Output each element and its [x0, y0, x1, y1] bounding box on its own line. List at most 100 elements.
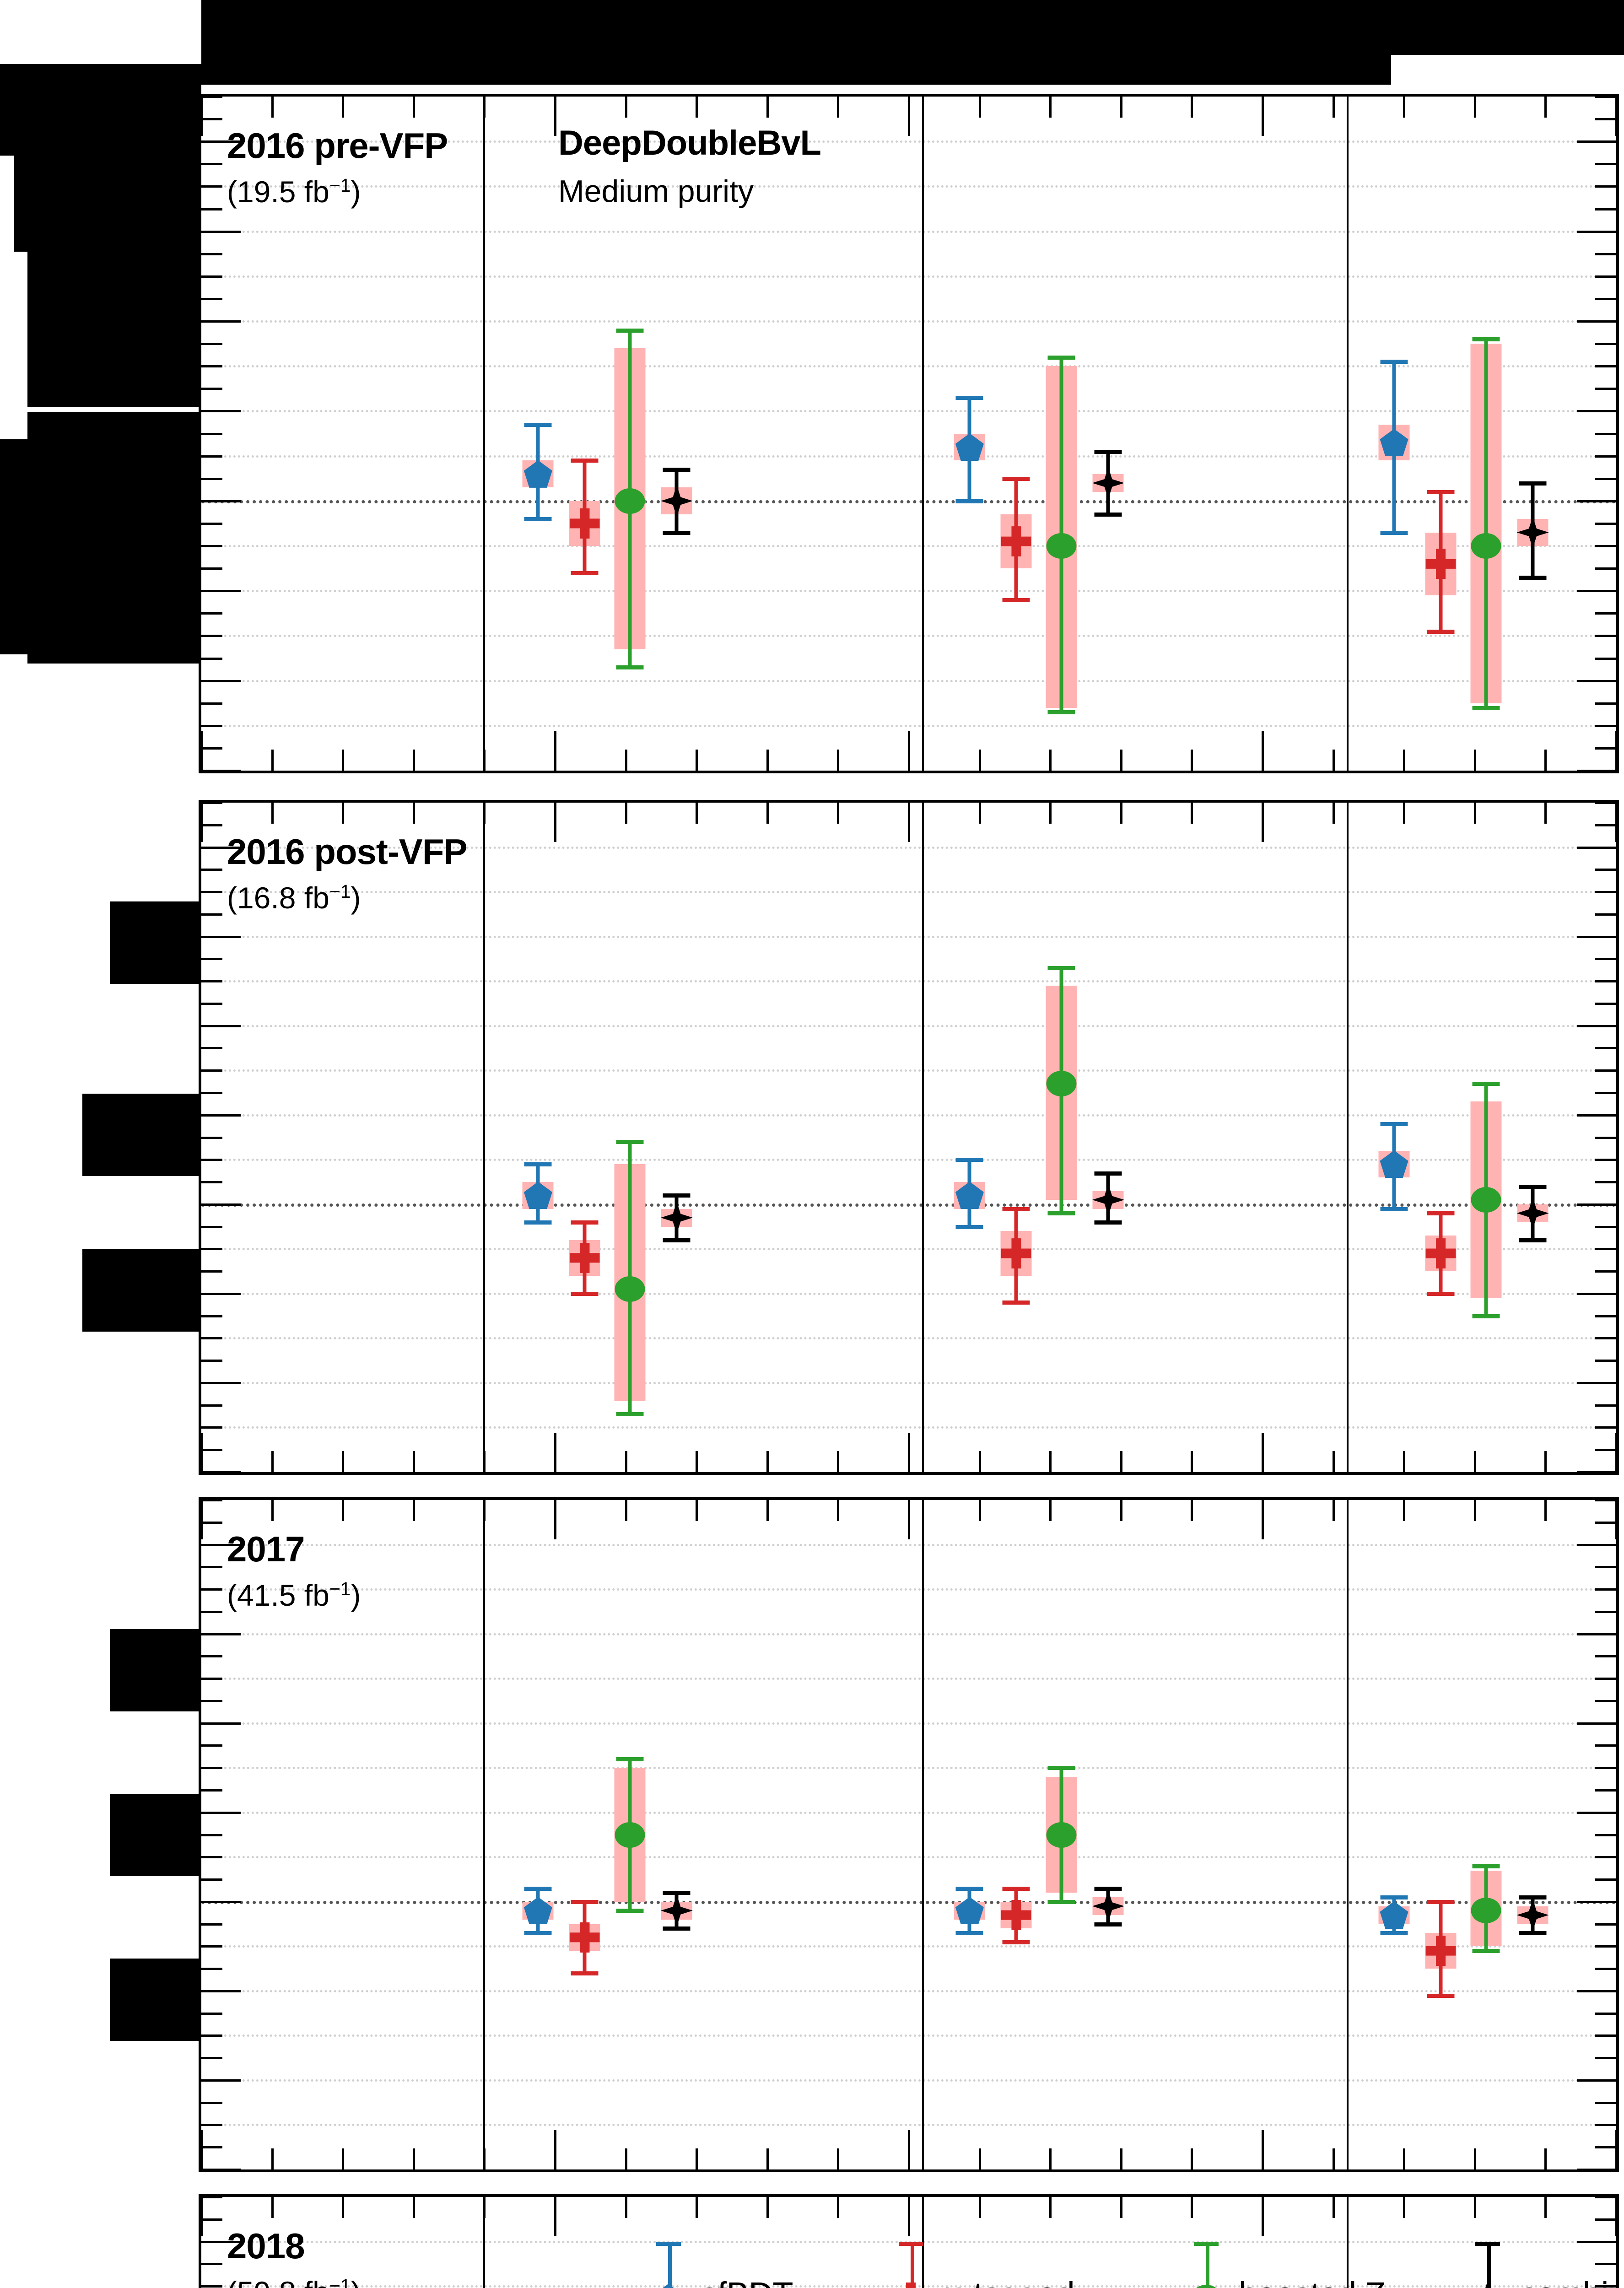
y-axis-minor-tick [201, 545, 222, 547]
y-axis-minor-tick [201, 1069, 222, 1072]
reference-gridline [201, 1203, 1616, 1207]
y-axis-major-tick [1577, 1633, 1616, 1635]
y-axis-minor-tick [201, 432, 222, 435]
error-bar-cap-upper [1472, 1864, 1500, 1868]
y-axis-minor-tick [1595, 1404, 1616, 1407]
y-axis-minor-tick [201, 1449, 222, 1452]
error-bar-cap-upper [1519, 1895, 1547, 1900]
y-axis-major-tick [1577, 1543, 1616, 1546]
x-axis-minor-tick [342, 2197, 345, 2218]
gridline [201, 140, 1616, 143]
error-bar-cap-lower [1380, 1931, 1408, 1936]
y-axis-minor-tick [201, 1136, 222, 1139]
y-axis-major-tick [201, 320, 241, 323]
y-axis-minor-tick [1595, 208, 1616, 210]
y-axis-minor-tick [1595, 2197, 1616, 2198]
x-axis-minor-tick [696, 1500, 698, 1521]
error-bar-cap-upper [1047, 966, 1075, 970]
data-point-boostedZ-g1 [1046, 1500, 1077, 2169]
x-axis-minor-tick [978, 1451, 981, 1472]
x-axis-minor-tick [483, 2197, 486, 2218]
y-axis-major-tick [1577, 770, 1616, 771]
x-axis-minor-tick [1403, 1451, 1406, 1472]
x-axis-minor-tick [1049, 803, 1052, 824]
data-point-sfBDT-g1 [954, 803, 985, 1472]
marker-star [1516, 1197, 1549, 1230]
marker-pentagon [1380, 1901, 1408, 1929]
y-axis-minor-tick [201, 635, 222, 637]
y-axis-minor-tick [201, 913, 222, 916]
x-axis-minor-tick [696, 2148, 698, 2169]
y-axis-minor-tick [201, 1426, 222, 1429]
data-point-boostedZ-g1 [1046, 803, 1077, 1472]
error-bar-cap-lower [1094, 513, 1122, 517]
legend-item-sfbdt[interactable]: sfBDT [654, 2197, 793, 2288]
y-axis-minor-tick [201, 2034, 222, 2037]
occlusion-ylabel-block-p2a [110, 901, 201, 984]
y-axis-minor-tick [201, 522, 222, 525]
y-axis-major-tick [1577, 680, 1616, 682]
x-axis-minor-tick [625, 750, 627, 771]
y-axis-minor-tick [1595, 1856, 1616, 1859]
error-bar-cap-lower [616, 1909, 644, 1913]
gridline [201, 891, 1616, 894]
y-axis-major-tick [1577, 230, 1616, 233]
x-axis-minor-tick [1403, 2197, 1406, 2218]
x-axis-minor-tick [1049, 2197, 1052, 2218]
x-axis-minor-tick [1120, 2197, 1122, 2218]
x-axis-minor-tick [271, 1500, 274, 1521]
y-axis-major-tick [1577, 2169, 1616, 2171]
y-axis-minor-tick [201, 824, 222, 826]
legend-item-combined[interactable]: combined [1471, 2197, 1616, 2288]
marker-ellipse [1046, 1822, 1077, 1848]
y-axis-minor-tick [1595, 2124, 1616, 2126]
error-bar-cap-upper [571, 1220, 599, 1225]
marker-ellipse [615, 1276, 645, 1302]
y-axis-major-tick [1577, 1381, 1616, 1384]
y-axis-major-tick [201, 1900, 241, 1903]
y-axis-minor-tick [1595, 1700, 1616, 1702]
error-bar-cap-upper [571, 459, 599, 463]
error-bar-cap-upper [1002, 1207, 1030, 1211]
gridline [201, 185, 1616, 188]
x-axis-divider-2 [1346, 803, 1349, 1472]
x-axis-minor-tick [271, 2197, 274, 2218]
x-axis-major-tick [1262, 1433, 1264, 1472]
marker-star [1092, 1890, 1124, 1922]
error-bar-cap-upper [1519, 481, 1547, 486]
y-axis-major-tick [201, 2079, 241, 2082]
y-axis-minor-tick [1595, 2034, 1616, 2037]
gridline [201, 455, 1616, 458]
y-axis-minor-tick [201, 1315, 222, 1317]
y-axis-major-tick [1577, 1811, 1616, 1814]
marker-ellipse [1046, 533, 1077, 559]
x-axis-minor-tick [1191, 97, 1193, 118]
error-bar-cap-upper [1472, 337, 1500, 342]
y-axis-major-tick [1577, 935, 1616, 938]
data-point-combined-g2 [1516, 97, 1549, 771]
x-axis-divider-2 [1346, 2197, 1349, 2288]
y-axis-minor-tick [1595, 1136, 1616, 1139]
y-axis-major-tick [201, 1203, 241, 1206]
y-axis-major-tick [201, 846, 241, 849]
y-axis-major-tick [1577, 1203, 1616, 1206]
x-axis-divider-1 [922, 1500, 924, 2169]
y-axis-minor-tick [1595, 1834, 1616, 1836]
x-axis-minor-tick [1332, 1451, 1335, 1472]
y-axis-major-tick [1577, 410, 1616, 413]
gridline [201, 590, 1616, 593]
error-bar-cap-upper [616, 1140, 644, 1144]
y-axis-minor-tick [1595, 2012, 1616, 2015]
y-axis-minor-tick [1595, 747, 1616, 750]
x-axis-minor-tick [766, 1451, 769, 1472]
x-axis-major-tick [1262, 97, 1264, 136]
panel-lumi-2017: (41.5 fb−1) [227, 1578, 361, 1612]
x-axis-divider-2 [1346, 1500, 1349, 2169]
x-axis-minor-tick [1049, 1500, 1052, 1521]
x-axis-minor-tick [837, 803, 840, 824]
x-axis-minor-tick [483, 97, 486, 118]
x-axis-minor-tick [1403, 2148, 1406, 2169]
x-axis-major-tick [1262, 803, 1264, 842]
gridline [201, 1248, 1616, 1251]
error-bar-cap-lower [663, 1238, 691, 1242]
